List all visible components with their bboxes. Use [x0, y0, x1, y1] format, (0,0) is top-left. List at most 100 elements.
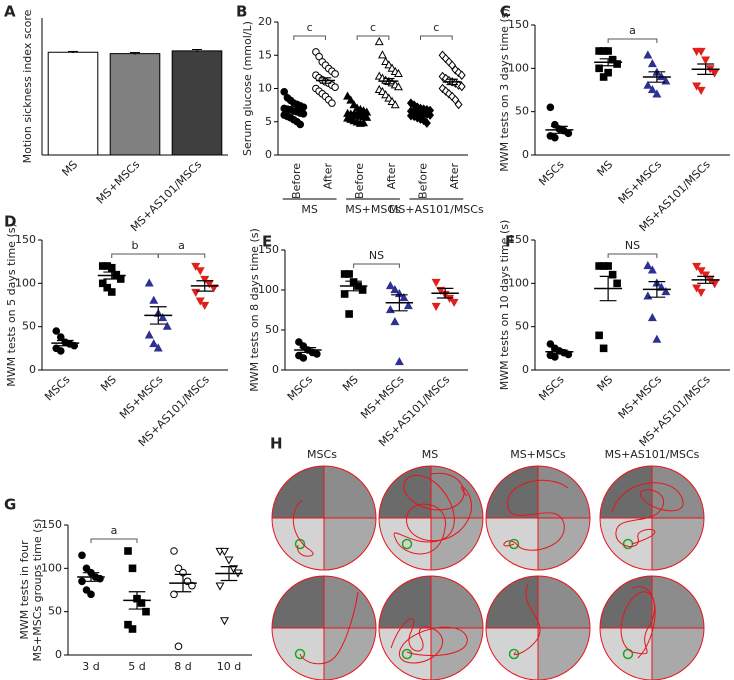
point	[393, 82, 403, 91]
x-tick-label: After	[322, 163, 335, 190]
significance-bracket	[90, 538, 138, 543]
point	[149, 295, 159, 304]
pool	[378, 465, 484, 571]
point	[457, 81, 466, 92]
point	[390, 317, 400, 326]
x-tick-label: MSCs	[42, 373, 73, 404]
point	[313, 350, 321, 358]
x-tick-label: MS	[595, 373, 616, 394]
point	[346, 95, 356, 104]
significance-bracket	[420, 35, 453, 40]
significance-label: NS	[369, 249, 384, 262]
pool	[485, 465, 591, 571]
pool	[485, 575, 591, 680]
y-axis-label: MWM tests on 10 days time (s)	[498, 220, 511, 391]
y-tick-label: 100	[508, 276, 529, 289]
point	[445, 294, 455, 303]
point	[128, 625, 137, 633]
x-tick-label: 3 d	[82, 660, 99, 673]
x-tick-label: Before	[417, 163, 430, 199]
point	[343, 91, 353, 100]
point	[107, 263, 116, 272]
y-axis-label: MWM tests on 3 days time (s)	[498, 8, 511, 172]
point	[696, 86, 706, 95]
point	[604, 47, 612, 55]
point	[200, 275, 210, 284]
x-tick-label: MS	[59, 158, 80, 179]
y-axis-label: MWM tests on 8 days time (s)	[248, 228, 261, 392]
panel-letter: D	[4, 213, 16, 231]
y-tick-label: 150	[508, 233, 529, 246]
point	[195, 267, 205, 276]
point	[170, 590, 178, 599]
point	[599, 344, 608, 353]
significance-label: c	[307, 21, 313, 34]
pool	[378, 575, 484, 680]
point	[377, 50, 387, 59]
y-axis-label: MWM tests on 5 days time (s)	[5, 223, 18, 387]
significance-bracket	[607, 253, 658, 258]
point	[692, 284, 702, 293]
point	[652, 334, 662, 343]
column-label: MS+MSCs	[510, 448, 566, 461]
x-tick-label: After	[385, 163, 398, 190]
x-tick-label: MSCs	[285, 373, 316, 404]
panel-letter: E	[262, 233, 272, 251]
column-label: MS+AS101/MSCs	[605, 448, 700, 461]
point	[661, 287, 671, 296]
point	[345, 270, 353, 278]
significance-label: a	[111, 524, 118, 537]
point	[229, 565, 238, 574]
point	[124, 547, 132, 555]
x-tick-label: 8 d	[174, 660, 191, 673]
point	[599, 73, 608, 81]
point	[696, 267, 706, 276]
point	[595, 331, 603, 340]
point	[643, 50, 653, 59]
point	[604, 68, 612, 77]
significance-label: a	[629, 24, 636, 37]
y-tick-label: 0	[29, 363, 36, 376]
point	[643, 80, 653, 89]
point	[174, 564, 183, 573]
point	[144, 330, 154, 339]
group-label: MS+AS101/MSCs	[389, 203, 484, 216]
point	[436, 286, 446, 295]
significance-bracket	[356, 35, 390, 40]
x-tick-label: MS+MSCs	[358, 373, 407, 422]
bar	[171, 50, 223, 156]
point	[78, 551, 86, 560]
x-tick-label: MS	[340, 373, 361, 394]
y-axis-label: MS+MSCs groups time (s)	[31, 519, 44, 662]
point	[174, 642, 183, 651]
point	[103, 283, 112, 292]
x-tick-label: Before	[353, 163, 366, 199]
point	[374, 36, 384, 46]
y-tick-label: 0	[265, 148, 272, 161]
point	[52, 327, 61, 335]
point	[710, 69, 720, 78]
point	[112, 270, 121, 279]
point	[692, 82, 702, 91]
point	[546, 340, 555, 348]
y-tick-label: 15	[258, 48, 272, 61]
x-tick-label: 5 d	[128, 660, 145, 673]
significance-bracket	[293, 35, 326, 40]
y-tick-label: 0	[522, 363, 529, 376]
point	[399, 293, 409, 302]
point	[144, 278, 154, 287]
point	[124, 620, 132, 629]
y-axis-label: MWM tests in four	[18, 540, 31, 640]
significance-label: a	[178, 239, 185, 252]
panel-letter: H	[270, 435, 283, 453]
point	[451, 65, 460, 75]
point	[280, 88, 289, 96]
point	[710, 280, 720, 289]
point	[643, 291, 653, 300]
panel-letter: B	[236, 3, 247, 21]
y-tick-label: 10	[258, 82, 272, 95]
group-label: MS+MSCs	[345, 203, 401, 216]
point	[215, 582, 225, 591]
point	[457, 70, 466, 80]
